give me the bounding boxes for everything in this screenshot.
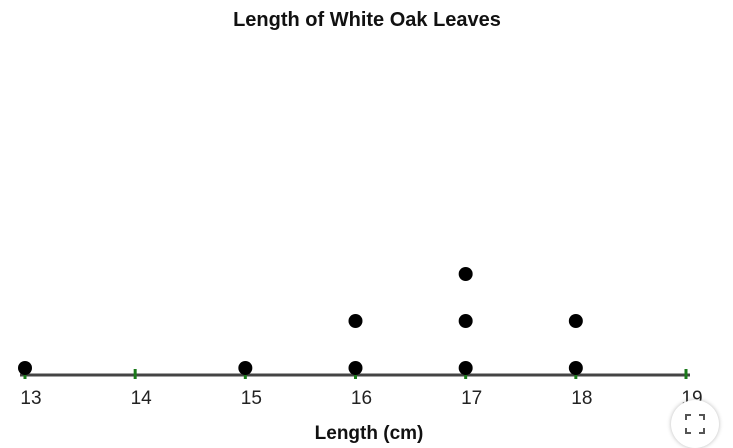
x-tick-label-16: 16 — [351, 388, 372, 409]
data-dot-13-1 — [18, 361, 32, 375]
data-dot-18-2 — [568, 314, 583, 328]
data-dot-16-2 — [348, 314, 363, 328]
x-tick-label-15: 15 — [241, 388, 262, 409]
data-dot-18-1 — [568, 361, 583, 375]
x-axis-label: Length (cm) — [315, 423, 424, 444]
data-dot-15-1 — [238, 361, 253, 375]
data-dot-16-1 — [348, 361, 363, 375]
x-tick-label-14: 14 — [131, 388, 153, 409]
data-dot-17-2 — [458, 314, 473, 328]
x-tick-label-13: 13 — [20, 388, 41, 409]
x-tick-label-18: 18 — [571, 388, 592, 409]
data-dot-17-3 — [458, 267, 473, 281]
chart-title: Length of White Oak Leaves — [233, 9, 501, 31]
expand-button[interactable] — [671, 400, 719, 448]
expand-icon — [685, 414, 705, 434]
x-axis-tick-labels: 13 14 15 16 17 18 19 — [20, 388, 702, 409]
data-dot-17-1 — [458, 361, 473, 375]
x-tick-label-17: 17 — [461, 388, 482, 409]
data-dots — [18, 267, 583, 375]
